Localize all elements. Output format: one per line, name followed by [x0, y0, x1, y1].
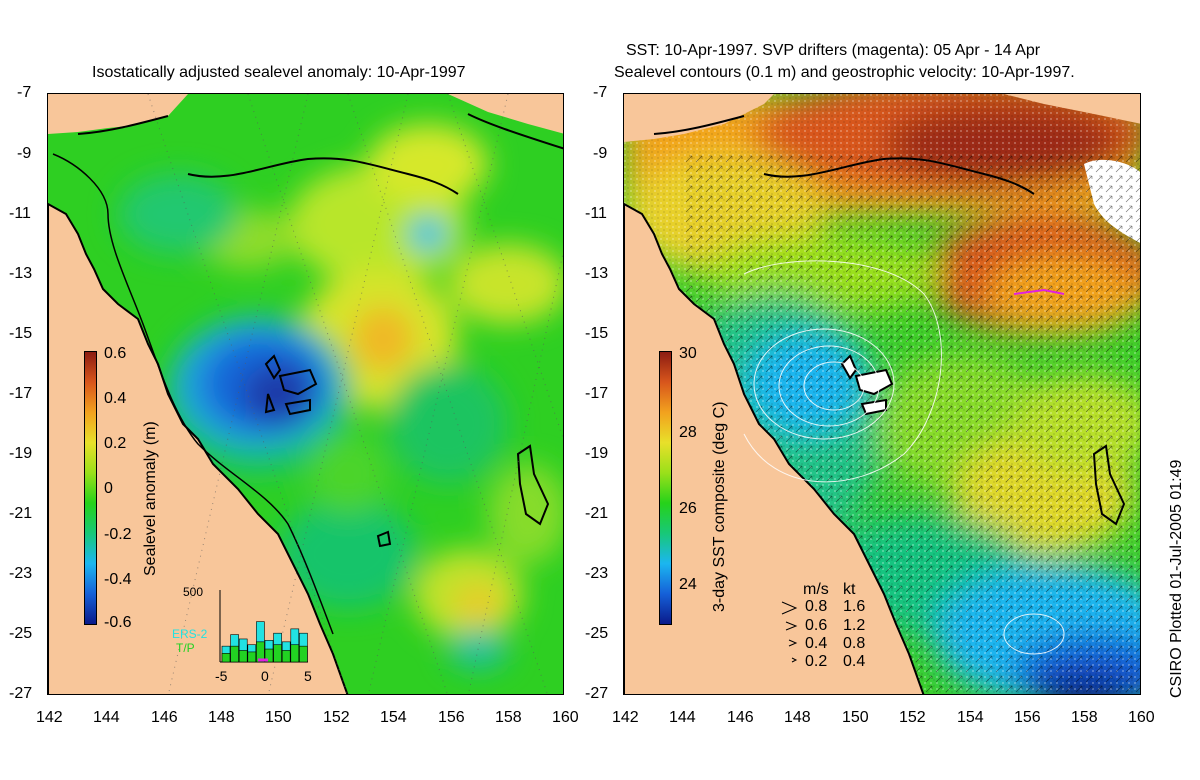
- y-tick: -7: [593, 84, 608, 101]
- histogram-plot: [219, 590, 308, 663]
- tp-bar: [247, 651, 257, 663]
- colorbar-tick: 24: [679, 576, 697, 593]
- legend-header-kt: kt: [843, 581, 856, 598]
- x-tick: 160: [1128, 709, 1155, 726]
- tp-bar: [290, 644, 300, 663]
- x-tick: 156: [438, 709, 465, 726]
- colorbar-tick: 0: [104, 480, 113, 497]
- y-tick: -7: [17, 84, 32, 101]
- sst-colorbar-label: 3-day SST composite (deg C): [711, 401, 728, 612]
- x-tick: 160: [552, 709, 579, 726]
- y-tick: -21: [9, 505, 33, 522]
- x-tick: 142: [36, 709, 63, 726]
- y-tick: -13: [585, 265, 609, 282]
- tp-bar: [281, 650, 291, 663]
- plot-credit: CSIRO Plotted 01-Jul-2005 01:49: [1168, 459, 1185, 698]
- y-tick: -9: [593, 145, 608, 162]
- tp-bar: [264, 648, 274, 663]
- sst-colorbar: [659, 351, 672, 625]
- x-tick: 146: [727, 709, 754, 726]
- y-tick: -27: [585, 685, 609, 702]
- x-tick: 144: [669, 709, 696, 726]
- x-tick: 144: [93, 709, 120, 726]
- y-tick: -23: [585, 565, 609, 582]
- sealevel-colorbar: [84, 351, 97, 625]
- x-tick: 158: [495, 709, 522, 726]
- x-tick: 150: [842, 709, 869, 726]
- colorbar-tick: 0.6: [104, 345, 127, 362]
- hist-x-tick: 0: [261, 668, 269, 684]
- colorbar-tick: -0.2: [104, 526, 132, 543]
- legend-kt-value: 0.4: [843, 653, 866, 670]
- x-tick: 150: [265, 709, 292, 726]
- legend-ms-value: 0.8: [805, 598, 828, 615]
- drifter-track: [1013, 288, 1065, 295]
- sealevel-colorbar-label: Sealevel anomaly (m): [142, 421, 159, 576]
- legend-kt-value: 1.6: [843, 598, 866, 615]
- legend-ms-value: 0.4: [805, 635, 828, 652]
- x-tick: 154: [380, 709, 407, 726]
- sealevel-anomaly-map: [47, 93, 564, 695]
- x-tick: 152: [323, 709, 350, 726]
- y-tick: -11: [585, 205, 607, 222]
- legend-ms-value: 0.6: [805, 617, 828, 634]
- x-tick: 148: [208, 709, 235, 726]
- y-tick: -13: [9, 265, 33, 282]
- hist-x-tick: 5: [304, 668, 312, 684]
- y-tick: -11: [9, 205, 31, 222]
- tp-bar: [273, 644, 282, 663]
- right-panel-title-line2: Sealevel contours (0.1 m) and geostrophi…: [614, 64, 1075, 81]
- tp-bar: [256, 641, 265, 663]
- sealevel-map-graphic: [48, 94, 563, 694]
- y-tick: -17: [585, 385, 609, 402]
- colorbar-tick: 0.4: [104, 390, 127, 407]
- hist-x-tick: -5: [215, 668, 228, 684]
- y-tick: -21: [585, 505, 609, 522]
- y-tick: -19: [9, 445, 33, 462]
- legend-ers2: ERS-2: [172, 627, 208, 641]
- x-tick: 154: [957, 709, 984, 726]
- colorbar-tick: 30: [679, 345, 697, 362]
- right-panel-title-line1: SST: 10-Apr-1997. SVP drifters (magenta)…: [626, 42, 1041, 59]
- histogram-ymax: 500: [183, 585, 204, 599]
- velocity-arrow-icons: [781, 601, 798, 663]
- y-tick: -17: [9, 385, 33, 402]
- y-tick: -25: [585, 625, 609, 642]
- colorbar-tick: 0.2: [104, 435, 127, 452]
- y-tick: -19: [585, 445, 609, 462]
- colorbar-tick: 26: [679, 500, 697, 517]
- legend-kt-value: 0.8: [843, 635, 866, 652]
- x-tick: 146: [151, 709, 178, 726]
- left-panel-title: Isostatically adjusted sealevel anomaly:…: [92, 64, 466, 81]
- x-tick: 142: [612, 709, 639, 726]
- legend-header-ms: m/s: [803, 581, 829, 598]
- tp-bar: [221, 653, 231, 663]
- y-tick: -27: [9, 685, 33, 702]
- colorbar-tick: -0.6: [104, 614, 132, 631]
- x-tick: 148: [784, 709, 811, 726]
- sst-map: [623, 93, 1141, 695]
- y-tick: -15: [585, 325, 609, 342]
- tp-bar: [238, 650, 248, 663]
- y-tick: -15: [9, 325, 33, 342]
- legend-kt-value: 1.2: [843, 617, 866, 634]
- colorbar-tick: 28: [679, 424, 697, 441]
- sst-map-graphic: [624, 94, 1140, 694]
- tp-bar: [299, 645, 308, 663]
- x-tick: 156: [1014, 709, 1041, 726]
- legend-ms-value: 0.2: [805, 653, 828, 670]
- y-tick: -9: [17, 145, 32, 162]
- legend-tp: T/P: [176, 641, 195, 655]
- y-tick: -23: [9, 565, 33, 582]
- colorbar-tick: -0.4: [104, 571, 132, 588]
- x-tick: 158: [1071, 709, 1098, 726]
- tp-bar: [230, 645, 239, 663]
- x-tick: 152: [899, 709, 926, 726]
- y-tick: -25: [9, 625, 33, 642]
